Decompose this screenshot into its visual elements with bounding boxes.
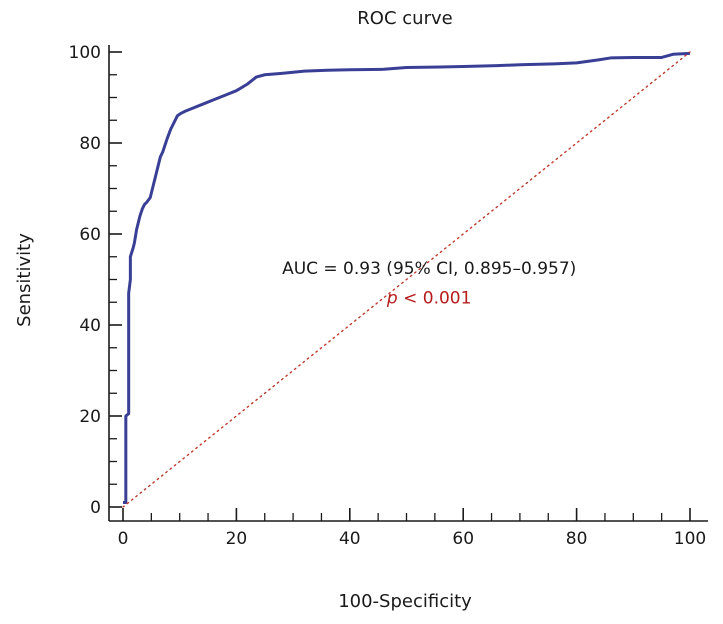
plot-lines <box>122 51 691 508</box>
chart-title: ROC curve <box>357 8 452 29</box>
x-tick-label: 40 <box>339 529 361 549</box>
y-axis-label: Sensitivity <box>14 233 35 327</box>
x-tick-label: 80 <box>566 529 588 549</box>
x-tick-label: 60 <box>452 529 474 549</box>
x-tick-label: 20 <box>226 529 248 549</box>
roc-curve-line <box>123 51 691 504</box>
p-value-annotation: p < 0.001 <box>386 289 472 309</box>
y-tick-label: 0 <box>90 498 101 518</box>
y-tick-label: 60 <box>79 225 101 245</box>
x-tick-label: 0 <box>118 529 129 549</box>
y-tick-label: 20 <box>79 407 101 427</box>
y-tick-label: 40 <box>79 316 101 336</box>
tick-labels: 0 20 40 60 80 100 0 20 40 60 80 100 <box>69 43 707 549</box>
chart-text: ROC curve 100-Specificity Sensitivity <box>14 8 472 612</box>
y-tick-label: 80 <box>79 134 101 154</box>
reference-diagonal-line <box>122 51 691 508</box>
x-axis-label: 100-Specificity <box>338 591 472 612</box>
x-tick-label: 100 <box>674 529 706 549</box>
axes <box>108 45 708 522</box>
annotations: AUC = 0.93 (95% CI, 0.895–0.957) p < 0.00… <box>282 259 576 309</box>
auc-annotation: AUC = 0.93 (95% CI, 0.895–0.957) <box>282 259 576 279</box>
y-tick-label: 100 <box>69 43 101 63</box>
